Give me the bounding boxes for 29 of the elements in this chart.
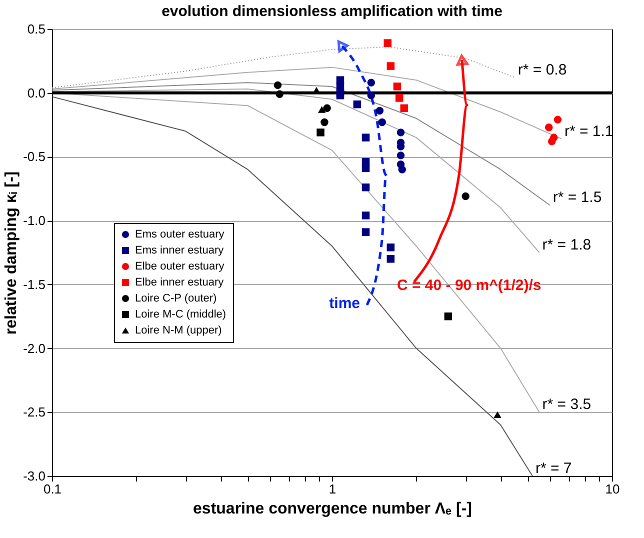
x-tick-label: 0.1 bbox=[43, 482, 62, 496]
legend-label: Elbe outer estuary bbox=[135, 260, 225, 272]
y-tick-label: -2.5 bbox=[23, 404, 46, 420]
series-label: r* = 3.5 bbox=[542, 396, 592, 414]
annotation: C = 40 - 90 m^(1/2)/s bbox=[397, 277, 542, 294]
series-label: r* = 7 bbox=[535, 460, 572, 477]
y-tick-label: 0.5 bbox=[27, 22, 46, 36]
y-tick-label: -0.5 bbox=[23, 149, 46, 164]
annotation: time bbox=[329, 295, 360, 312]
legend-label: Ems inner estuary bbox=[135, 244, 224, 256]
legend-label: Elbe inner estuary bbox=[135, 276, 224, 288]
legend-label: Loire N-M (upper) bbox=[135, 324, 222, 336]
y-tick-label: -1.5 bbox=[23, 276, 46, 292]
y-tick-label: -2.0 bbox=[23, 340, 46, 356]
y-axis-title: relative damping κᵢ [-] bbox=[3, 171, 20, 335]
legend-label: Ems outer estuary bbox=[135, 228, 225, 240]
y-tick-label: -1.0 bbox=[23, 213, 46, 228]
series-label: r* = 1.8 bbox=[542, 236, 592, 254]
legend-label: Loire M-C (middle) bbox=[135, 308, 226, 320]
series-label: r* = 1.1 bbox=[564, 122, 614, 140]
series-label: r* = 0.8 bbox=[518, 62, 567, 79]
series-label: r* = 1.5 bbox=[552, 189, 602, 206]
y-tick-label: 0.0 bbox=[27, 85, 46, 100]
legend-label: Loire C-P (outer) bbox=[135, 292, 217, 304]
x-tick-label: 10 bbox=[605, 482, 620, 496]
chart-title: evolution dimensionless amplification with time bbox=[162, 3, 502, 20]
x-axis-title: estuarine convergence number Λₑ [-] bbox=[193, 500, 472, 518]
y-tick-label: -3.0 bbox=[23, 468, 46, 484]
x-tick-label: 1 bbox=[328, 482, 336, 496]
